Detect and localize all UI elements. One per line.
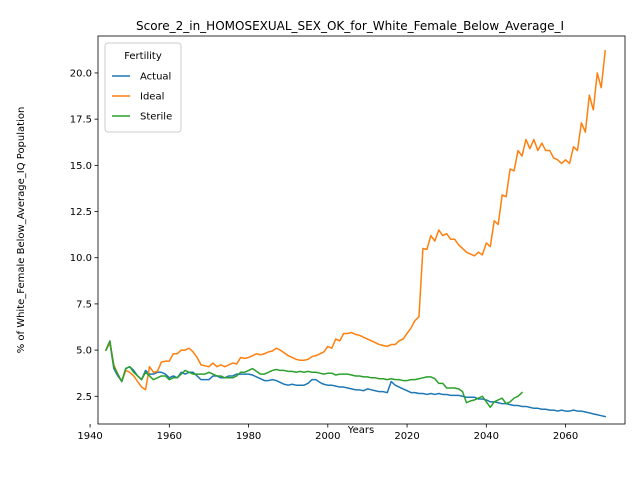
y-axis-label: % of White_Female Below_Average_IQ Popul… bbox=[16, 107, 27, 354]
y-tick-label: 17.5 bbox=[70, 115, 92, 126]
x-tick-label: 2020 bbox=[394, 431, 419, 442]
series-line-sterile bbox=[104, 340, 524, 409]
y-tick-label: 7.5 bbox=[76, 299, 92, 310]
legend-label-actual: Actual bbox=[140, 72, 171, 83]
legend: Fertility Actual Ideal Sterile bbox=[104, 42, 182, 133]
legend-box bbox=[104, 42, 182, 133]
x-tick-label: 2040 bbox=[474, 431, 499, 442]
legend-entries: Actual Ideal Sterile bbox=[112, 72, 172, 123]
x-tick-label: 2000 bbox=[315, 431, 340, 442]
plot-area bbox=[104, 49, 607, 418]
series-line-ideal bbox=[104, 49, 607, 391]
y-tick-label: 5.0 bbox=[76, 346, 92, 357]
legend-title: Fertility bbox=[124, 51, 162, 62]
x-tick-label: 2060 bbox=[553, 431, 578, 442]
y-axis: 2.5 5.0 7.5 10.0 12.5 15.0 17.5 20.0 bbox=[70, 68, 98, 403]
x-tick-label: 1940 bbox=[77, 431, 102, 442]
x-tick-label: 1960 bbox=[157, 431, 182, 442]
chart-title: Score_2_in_HOMOSEXUAL_SEX_OK_for_White_F… bbox=[136, 19, 564, 33]
y-tick-label: 2.5 bbox=[76, 392, 92, 403]
y-tick-label: 15.0 bbox=[70, 161, 92, 172]
plot-frame bbox=[97, 35, 626, 425]
y-tick-label: 12.5 bbox=[70, 207, 92, 218]
x-axis: 1940 1960 1980 2000 2020 2040 2060 bbox=[77, 424, 578, 442]
legend-label-sterile: Sterile bbox=[140, 112, 172, 123]
x-tick-label: 1980 bbox=[236, 431, 261, 442]
legend-label-ideal: Ideal bbox=[140, 92, 164, 103]
y-tick-label: 20.0 bbox=[70, 68, 92, 79]
y-tick-label: 10.0 bbox=[70, 253, 92, 264]
x-axis-label: Years bbox=[347, 425, 374, 436]
